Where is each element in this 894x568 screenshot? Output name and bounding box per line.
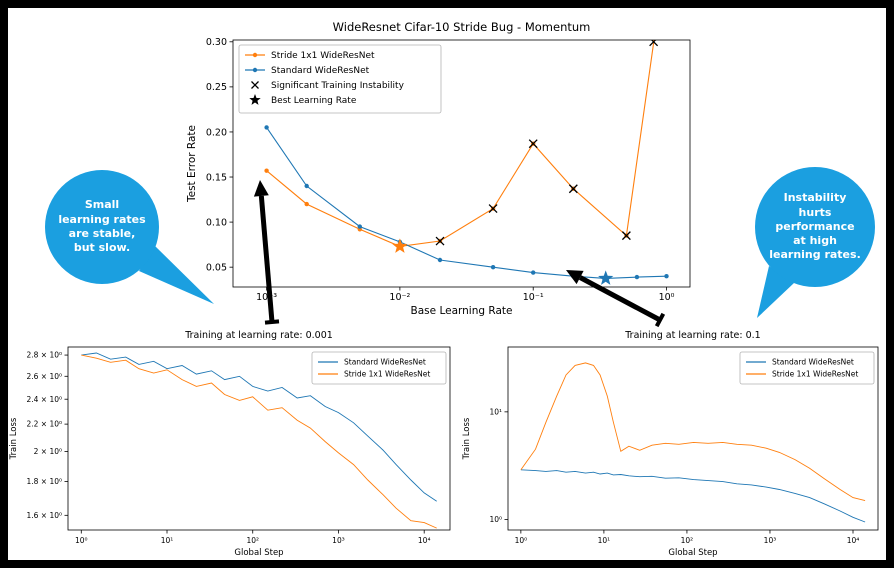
svg-text:Stride 1x1 WideResNet: Stride 1x1 WideResNet (344, 370, 430, 379)
svg-text:10⁴: 10⁴ (418, 536, 431, 545)
svg-text:0.15: 0.15 (206, 172, 227, 183)
svg-text:0.10: 0.10 (206, 217, 227, 228)
svg-text:Standard WideResNet: Standard WideResNet (772, 358, 854, 367)
annotation-bubble-right: Instability hurts performance at high le… (755, 167, 875, 287)
svg-text:2.4 × 10⁰: 2.4 × 10⁰ (26, 395, 62, 404)
svg-text:Train Loss: Train Loss (462, 417, 472, 460)
svg-text:10³: 10³ (764, 536, 777, 545)
figure-canvas: 10⁻³ 10⁻² 10⁻¹ 10⁰ 0.05 0.10 0.15 0.20 0.25 0.30 W… (8, 8, 886, 560)
svg-text:1.6 × 10⁰: 1.6 × 10⁰ (26, 511, 62, 520)
svg-text:10⁰: 10⁰ (515, 536, 528, 545)
annotation-bubble-left: Small learning rates are stable, but slo… (45, 170, 159, 284)
svg-text:10²: 10² (681, 536, 694, 545)
svg-text:Train Loss: Train Loss (9, 417, 19, 460)
svg-text:10⁻²: 10⁻² (389, 292, 410, 303)
svg-text:Stride 1x1 WideResNet: Stride 1x1 WideResNet (772, 370, 858, 379)
svg-text:2.6 × 10⁰: 2.6 × 10⁰ (26, 372, 62, 381)
svg-text:10⁻¹: 10⁻¹ (523, 292, 544, 303)
svg-text:10⁰: 10⁰ (489, 515, 502, 524)
svg-text:0.25: 0.25 (206, 82, 227, 93)
svg-text:10⁻³: 10⁻³ (256, 292, 277, 303)
svg-text:10³: 10³ (332, 536, 345, 545)
svg-text:10¹: 10¹ (161, 536, 174, 545)
svg-text:10²: 10² (246, 536, 259, 545)
svg-text:Base Learning Rate: Base Learning Rate (411, 305, 513, 317)
bottom-left-chart-lr-0.001: 10⁰ 10¹ 10² 10³ 10⁴ 1.6 × 10⁰ 1.8 × 10⁰ 2 × 10⁰… (9, 330, 451, 558)
svg-text:Training at learning rate: 0.1: Training at learning rate: 0.1 (624, 330, 760, 341)
svg-text:10⁰: 10⁰ (659, 292, 675, 303)
svg-text:10¹: 10¹ (489, 407, 502, 416)
top-chart-learning-rate-sweep: 10⁻³ 10⁻² 10⁻¹ 10⁰ 0.05 0.10 0.15 0.20 0.25 0.30 W… (186, 20, 691, 317)
svg-text:Training at learning rate: 0.0: Training at learning rate: 0.001 (184, 330, 333, 341)
annotation-bubble-left-text: Small learning rates are stable, but slo… (58, 198, 146, 255)
svg-text:10⁰: 10⁰ (75, 536, 88, 545)
svg-text:Stride 1x1 WideResNet: Stride 1x1 WideResNet (271, 51, 375, 61)
svg-text:Test Error Rate: Test Error Rate (186, 125, 198, 203)
svg-text:0.20: 0.20 (206, 127, 227, 138)
svg-text:1.8 × 10⁰: 1.8 × 10⁰ (26, 477, 62, 486)
svg-text:10⁴: 10⁴ (847, 536, 860, 545)
svg-text:2.8 × 10⁰: 2.8 × 10⁰ (26, 351, 62, 360)
svg-text:0.30: 0.30 (206, 37, 227, 48)
svg-text:Best Learning Rate: Best Learning Rate (271, 96, 357, 106)
svg-text:2 × 10⁰: 2 × 10⁰ (34, 447, 62, 456)
svg-text:Standard WideResNet: Standard WideResNet (271, 66, 370, 76)
svg-text:Standard WideResNet: Standard WideResNet (344, 358, 426, 367)
svg-text:0.05: 0.05 (206, 262, 227, 273)
bottom-right-chart-lr-0.1: 10⁰ 10¹ 10² 10³ 10⁴ 10⁰ 10¹ Training at learnin… (462, 330, 879, 558)
svg-text:Global Step: Global Step (234, 548, 283, 558)
svg-text:10¹: 10¹ (598, 536, 611, 545)
svg-text:Global Step: Global Step (668, 548, 717, 558)
svg-text:2.2 × 10⁰: 2.2 × 10⁰ (26, 420, 62, 429)
svg-text:WideResnet Cifar-10 Stride Bug: WideResnet Cifar-10 Stride Bug - Momentu… (333, 20, 591, 34)
svg-text:Significant Training Instabili: Significant Training Instability (271, 81, 405, 91)
annotation-bubble-right-text: Instability hurts performance at high le… (769, 191, 861, 262)
annotation-arrows-layer (139, 180, 794, 328)
